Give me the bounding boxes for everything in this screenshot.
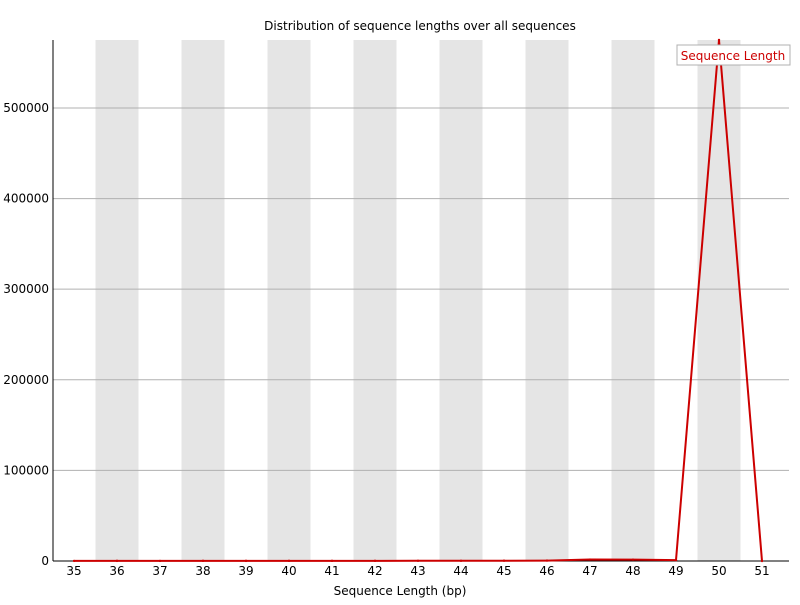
series-line-sequence-length: [73, 39, 763, 562]
data-point-50: [717, 38, 721, 42]
category-band-44: [439, 40, 483, 561]
y-gridlines: [53, 107, 789, 471]
series-layer: [72, 38, 764, 563]
legend-box: [676, 44, 791, 66]
category-band-50: [697, 40, 741, 561]
data-point-39: [244, 559, 248, 563]
x-tick-label-45: 45: [496, 564, 511, 578]
x-tick-label-48: 48: [625, 564, 640, 578]
data-point-37: [158, 559, 162, 563]
y-tick-label-100000: 100000: [3, 463, 49, 477]
x-tick-label-47: 47: [582, 564, 597, 578]
y-tick-labels: 0 100000 200000 300000 400000 500000: [3, 101, 49, 568]
x-tick-label-46: 46: [539, 564, 554, 578]
x-tick-label-50: 50: [711, 564, 726, 578]
data-point-47: [588, 558, 592, 561]
data-point-46: [545, 559, 549, 562]
data-point-48: [631, 558, 635, 561]
data-point-49: [674, 558, 678, 562]
y-tick-label-500000: 500000: [3, 101, 49, 115]
x-tick-label-43: 43: [410, 564, 425, 578]
category-band-40: [267, 40, 311, 561]
axes: [52, 40, 789, 562]
category-band-46: [525, 40, 569, 561]
data-point-51: [760, 559, 764, 563]
data-point-43: [416, 559, 420, 563]
category-bands: [95, 40, 741, 561]
y-tick-label-0: 0: [41, 554, 49, 568]
x-tick-label-44: 44: [453, 564, 468, 578]
category-band-48: [611, 40, 655, 561]
legend-entry-sequence-length: Sequence Length: [681, 49, 785, 63]
x-tick-label-35: 35: [66, 564, 81, 578]
x-tick-label-39: 39: [238, 564, 253, 578]
x-tick-label-38: 38: [195, 564, 210, 578]
data-point-45: [502, 559, 506, 562]
category-band-42: [353, 40, 397, 561]
category-band-36: [95, 40, 139, 561]
x-tick-label-49: 49: [668, 564, 683, 578]
data-point-40: [287, 559, 291, 563]
data-point-38: [201, 559, 205, 563]
x-tick-label-37: 37: [152, 564, 167, 578]
data-point-42: [373, 559, 377, 563]
category-band-38: [181, 40, 225, 561]
y-tick-label-200000: 200000: [3, 373, 49, 387]
data-point-41: [330, 559, 334, 563]
y-tick-label-300000: 300000: [3, 282, 49, 296]
data-point-35: [72, 559, 76, 563]
y-tick-label-400000: 400000: [3, 192, 49, 206]
chart-title: Distribution of sequence lengths over al…: [264, 19, 576, 33]
x-axis-label: Sequence Length (bp): [334, 584, 467, 598]
data-point-44: [459, 559, 463, 562]
x-tick-label-42: 42: [367, 564, 382, 578]
x-tick-label-36: 36: [109, 564, 124, 578]
data-point-36: [115, 559, 119, 563]
x-tick-label-41: 41: [324, 564, 339, 578]
x-tick-label-51: 51: [754, 564, 769, 578]
x-tick-labels: 35 36 37 38 39 40 41 42 43 44 45 46 47 48 49 50 51: [66, 564, 769, 578]
legend: Sequence Length: [676, 44, 791, 66]
x-tick-label-40: 40: [281, 564, 296, 578]
